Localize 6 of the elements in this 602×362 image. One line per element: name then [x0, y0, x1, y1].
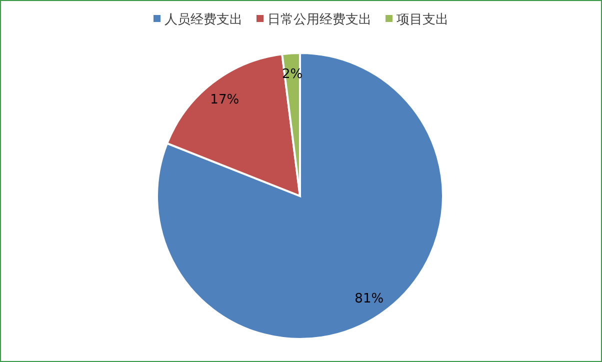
- legend-label: 人员经费支出: [164, 12, 242, 28]
- data-label: 17%: [210, 92, 240, 108]
- legend-label: 日常公用经费支出: [268, 12, 372, 28]
- pie-slice: [156, 52, 444, 340]
- legend-label: 项目支出: [396, 12, 448, 28]
- data-label: 81%: [354, 291, 384, 306]
